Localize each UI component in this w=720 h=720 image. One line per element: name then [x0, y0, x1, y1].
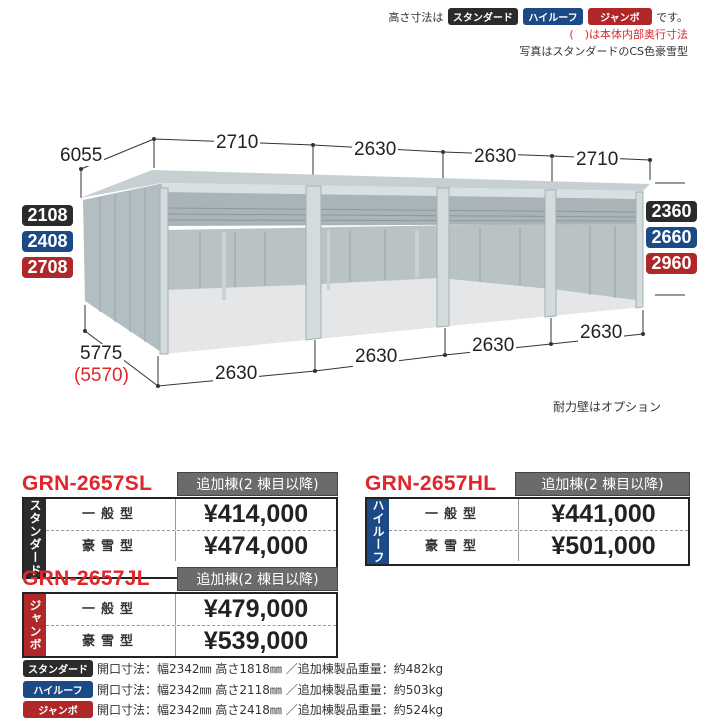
row-price: ¥414,000: [203, 500, 309, 528]
price-table-highroof: GRN-2657HL 追加棟(2 棟目以降) ハイルーフ 一般型 ¥441,000…: [365, 472, 690, 566]
front-columns: [159, 185, 644, 355]
badge-standard: スタンダード: [447, 8, 518, 25]
left-height-jumbo: 2708: [22, 257, 73, 278]
price-row: 豪雪型 ¥474,000: [46, 530, 336, 561]
height-legend-prefix: 高さ寸法は: [388, 11, 444, 24]
row-type: 一般型: [46, 499, 176, 530]
front-fascia: [162, 183, 643, 199]
price-row: 一般型 ¥479,000: [46, 594, 336, 625]
price-row: 一般型 ¥414,000: [46, 499, 336, 530]
model-name: GRN-2657JL: [22, 567, 150, 590]
spec-jumbo: ジャンボ 開口寸法：幅2342㎜ 高さ2418㎜ ／追加棟製品重量：約524kg: [22, 701, 443, 718]
dim-top-width-3: 2630: [472, 146, 519, 167]
price-row: 一般型 ¥441,000: [389, 499, 688, 530]
row-price: ¥441,000: [551, 500, 656, 528]
dim-bottom-width-1: 2630: [213, 363, 260, 384]
dim-bottom-width-2: 2630: [353, 346, 400, 367]
model-name: GRN-2657HL: [365, 472, 497, 495]
shutter-band: [164, 190, 643, 226]
spec-badge: ジャンボ: [23, 701, 93, 718]
back-wall: [164, 222, 636, 300]
left-height-standard: 2108: [22, 205, 73, 226]
photo-note: 写真はスタンダードのCS色豪雪型: [519, 45, 688, 58]
spec-text: 開口寸法：幅2342㎜ 高さ2118㎜ ／追加棟製品重量：約503kg: [97, 683, 444, 697]
spec-badge: スタンダード: [23, 660, 93, 677]
row-price: ¥539,000: [203, 626, 309, 655]
right-height-highroof: 2660: [646, 227, 697, 248]
table-header: 追加棟(2 棟目以降): [177, 567, 338, 591]
dim-depth-top: 6055: [58, 145, 105, 166]
badge-jumbo: ジャンボ: [588, 8, 652, 25]
depth-note: ( )は本体内部奥行寸法: [569, 28, 688, 41]
badge-highroof: ハイルーフ: [523, 8, 583, 25]
spec-highroof: ハイルーフ 開口寸法：幅2342㎜ 高さ2118㎜ ／追加棟製品重量：約503kg: [22, 681, 443, 698]
price-row: 豪雪型 ¥539,000: [46, 625, 336, 656]
table-header: 追加棟(2 棟目以降): [177, 472, 338, 496]
spec-text: 開口寸法：幅2342㎜ 高さ2418㎜ ／追加棟製品重量：約524kg: [97, 703, 444, 717]
garage-illustration: [79, 137, 685, 388]
dim-depth-bottom: 5775: [78, 343, 125, 364]
model-name: GRN-2657SL: [22, 472, 153, 495]
roof: [80, 170, 650, 198]
row-type: 豪雪型: [389, 531, 519, 561]
option-note: 耐力壁はオプション: [553, 400, 662, 414]
right-height-jumbo: 2960: [646, 253, 697, 274]
price-table-jumbo: GRN-2657JL 追加棟(2 棟目以降) ジャンボ 一般型 ¥479,000 …: [22, 567, 338, 658]
row-price: ¥474,000: [203, 531, 309, 560]
height-legend: 高さ寸法は スタンダード ハイルーフ ジャンボ です。: [388, 8, 688, 25]
dim-top-width-1: 2710: [214, 132, 261, 153]
right-height-standard: 2360: [646, 201, 697, 222]
dim-bottom-width-4: 2630: [578, 322, 625, 343]
dimension-dots: [79, 137, 652, 388]
height-legend-suffix: です。: [656, 11, 688, 24]
dim-top-width-2: 2630: [352, 139, 399, 160]
row-price: ¥479,000: [203, 595, 309, 623]
inner-posts: [222, 230, 419, 300]
spec-badge: ハイルーフ: [23, 681, 93, 698]
dim-depth-inner: (5570): [72, 365, 131, 386]
left-wall: [83, 183, 164, 354]
price-table-standard: GRN-2657SL 追加棟(2 棟目以降) スタンダード 一般型 ¥414,00…: [22, 472, 338, 579]
type-label: スタンダード: [24, 499, 46, 577]
spec-standard: スタンダード 開口寸法：幅2342㎜ 高さ1818㎜ ／追加棟製品重量：約482k…: [22, 660, 443, 677]
type-label: ジャンボ: [24, 594, 46, 656]
table-header: 追加棟(2 棟目以降): [515, 472, 690, 496]
row-type: 一般型: [46, 594, 176, 625]
type-label: ハイルーフ: [367, 499, 389, 564]
row-type: 豪雪型: [46, 626, 176, 656]
dim-bottom-width-3: 2630: [470, 335, 517, 356]
spec-text: 開口寸法：幅2342㎜ 高さ1818㎜ ／追加棟製品重量：約482kg: [97, 662, 444, 676]
dim-top-width-4: 2710: [574, 149, 621, 170]
row-type: 一般型: [389, 499, 519, 530]
left-height-highroof: 2408: [22, 231, 73, 252]
price-row: 豪雪型 ¥501,000: [389, 530, 688, 561]
row-price: ¥501,000: [551, 531, 656, 560]
row-type: 豪雪型: [46, 531, 176, 561]
